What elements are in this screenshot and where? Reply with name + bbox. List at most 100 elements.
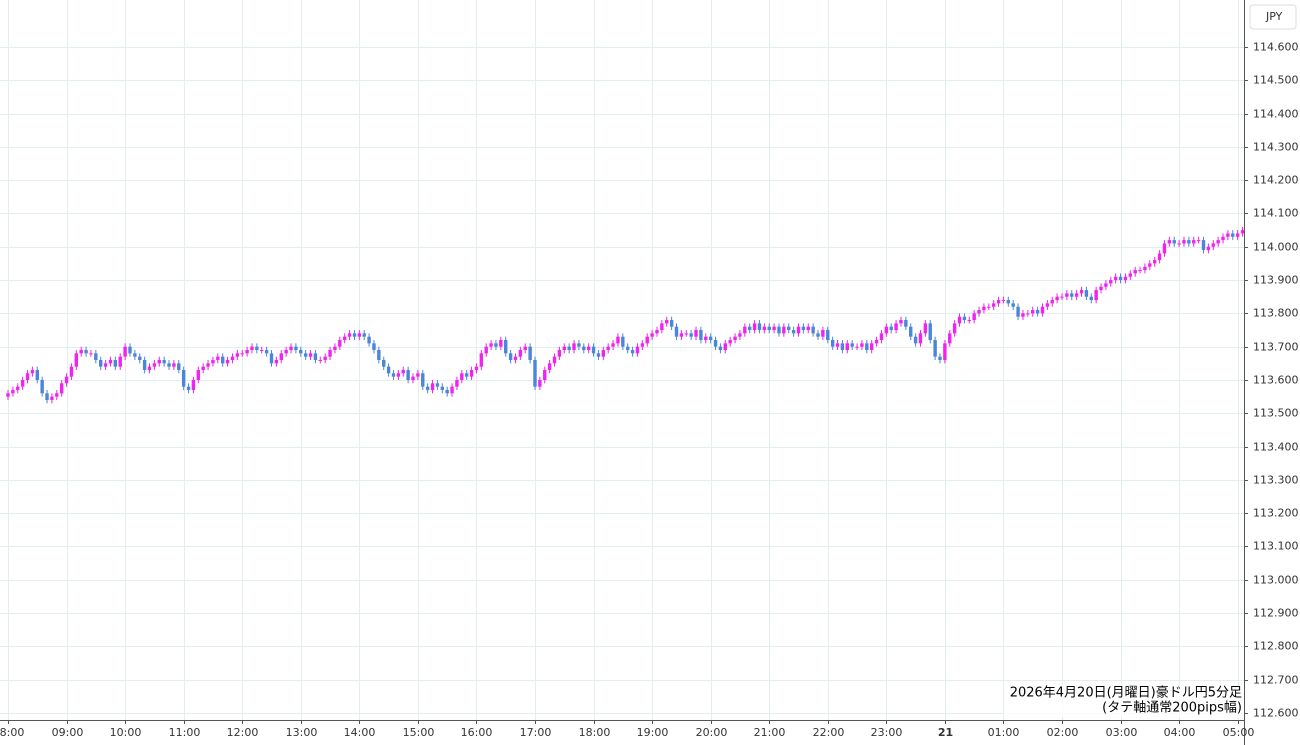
x-tick-label: 15:00: [403, 726, 435, 739]
annotation: 2026年4月20日(月曜日)豪ドル円5分足: [1010, 685, 1242, 701]
candle-body: [708, 336, 713, 341]
candle-body: [445, 389, 449, 394]
candle-body: [50, 396, 54, 400]
candle-body: [313, 353, 318, 360]
candle-body: [1040, 306, 1045, 314]
candle-body: [225, 360, 230, 364]
candle-body: [74, 353, 79, 367]
candle-body: [279, 353, 283, 360]
candle-body: [855, 346, 859, 348]
candle-body: [30, 369, 35, 374]
candle-body: [611, 343, 615, 347]
candle-body: [499, 340, 503, 347]
candle-body: [665, 320, 669, 324]
candle-body: [752, 323, 757, 331]
candle-body: [479, 353, 484, 367]
candle-body: [713, 340, 718, 347]
candle-body: [835, 343, 840, 347]
candle-body: [1221, 236, 1225, 241]
candle-body: [460, 373, 464, 380]
candle-body: [948, 333, 952, 344]
candle-body: [142, 360, 147, 370]
candle-body: [186, 386, 191, 390]
y-tick-label: 114.000: [1253, 241, 1299, 254]
candle-body: [811, 326, 815, 334]
candle-body: [957, 316, 962, 324]
candle-body: [787, 326, 791, 331]
candle-body: [382, 360, 386, 367]
candle-body: [523, 346, 527, 351]
y-tick-label: 113.800: [1253, 307, 1299, 320]
candle-body: [1128, 273, 1133, 277]
candle-body: [1157, 253, 1162, 261]
candle-body: [16, 386, 20, 390]
candle-body: [557, 350, 562, 357]
x-tick-label: 17:00: [520, 726, 552, 739]
candle-body: [328, 350, 332, 357]
candle-body: [235, 353, 240, 357]
candle-body: [513, 356, 518, 360]
candle-body: [323, 356, 327, 360]
candle-body: [791, 330, 796, 334]
annotation-bg: [1004, 685, 1244, 717]
candle-body: [1206, 246, 1211, 251]
candle-body: [1177, 243, 1181, 245]
candle-body: [464, 373, 469, 377]
candle-body: [20, 379, 25, 387]
candle-body: [264, 350, 269, 354]
candle-body: [1113, 276, 1118, 281]
candle-body: [1001, 300, 1006, 302]
candle-body: [1182, 240, 1186, 244]
candle-body: [206, 363, 210, 367]
candle-body: [1240, 230, 1244, 234]
currency-box: [1249, 4, 1297, 30]
candle-body: [1089, 296, 1093, 301]
x-tick-label: 14:00: [344, 726, 376, 739]
x-tick-label: 23:00: [871, 726, 903, 739]
candle-body: [450, 386, 454, 394]
y-tick-label: 113.400: [1253, 441, 1299, 454]
candle-body: [79, 350, 83, 354]
y-tick-label: 114.100: [1253, 207, 1299, 220]
candle-body: [582, 346, 586, 351]
candle-body: [260, 350, 264, 352]
candle-body: [826, 330, 830, 341]
y-tick-label: 114.200: [1253, 174, 1299, 187]
candle-body: [284, 350, 288, 354]
candle-body: [25, 373, 30, 380]
candle-body: [1104, 283, 1108, 287]
candle-body: [55, 393, 59, 397]
candle-body: [1187, 240, 1191, 244]
candle-body: [1109, 280, 1113, 284]
candle-body: [147, 366, 152, 370]
y-tick-label: 113.100: [1253, 540, 1299, 553]
candle-body: [1118, 276, 1123, 281]
x-tick-label: 16:00: [461, 726, 493, 739]
candle-body: [689, 333, 693, 337]
x-tick-label: 08:00: [0, 726, 24, 739]
candle-body: [543, 369, 547, 380]
candle-body: [601, 350, 606, 357]
candle-body: [840, 343, 845, 351]
candle-body: [64, 376, 69, 384]
candle-body: [391, 373, 396, 377]
candle-body: [635, 346, 640, 354]
x-tick-label: 09:00: [52, 726, 84, 739]
candle-body: [1060, 296, 1064, 298]
candle-body: [240, 353, 244, 355]
candle-body: [84, 350, 88, 354]
candle-body: [1152, 260, 1157, 264]
candle-body: [250, 346, 254, 351]
candle-body: [806, 326, 810, 331]
y-tick-label: 112.900: [1253, 607, 1299, 620]
candle-body: [943, 343, 947, 360]
candle-body: [772, 326, 776, 331]
candle-body: [11, 389, 15, 394]
candle-body: [362, 333, 366, 337]
candle-body: [782, 326, 786, 334]
candle-body: [469, 369, 474, 377]
candle-body: [704, 336, 708, 341]
candle-body: [167, 363, 171, 367]
candle-body: [572, 343, 576, 351]
candle-body: [1143, 266, 1147, 271]
